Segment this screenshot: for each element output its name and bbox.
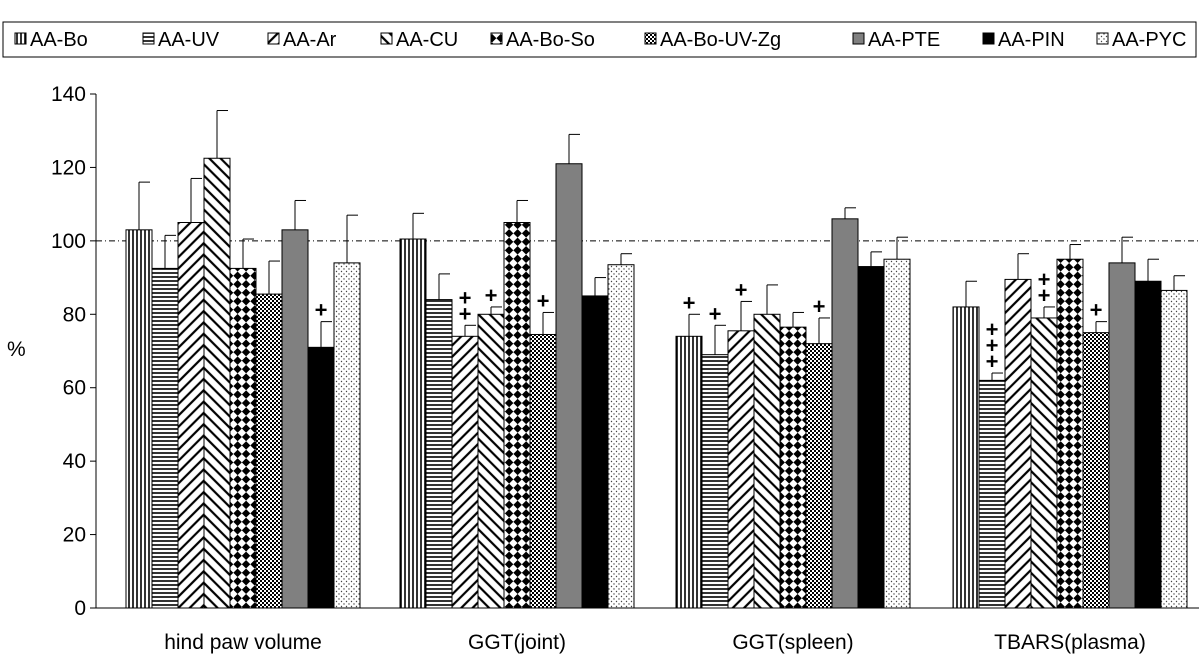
significance-mark: + xyxy=(1038,283,1051,308)
significance-mark: + xyxy=(1038,267,1051,292)
legend-swatch xyxy=(1096,32,1109,45)
significance-mark: + xyxy=(986,333,999,358)
legend-swatch xyxy=(380,32,393,45)
bar xyxy=(451,335,479,609)
y-tick-label: 20 xyxy=(63,524,86,547)
y-tick-label: 80 xyxy=(63,303,86,326)
bar xyxy=(675,335,703,609)
legend-label: AA-Bo xyxy=(30,29,88,51)
significance-mark: + xyxy=(813,294,826,319)
bar xyxy=(177,222,205,609)
legend-swatch xyxy=(982,32,995,45)
bar xyxy=(581,295,609,609)
significance-mark: + xyxy=(986,317,999,342)
bar xyxy=(555,163,583,609)
significance-mark: + xyxy=(537,288,550,313)
legend-label: AA-PYC xyxy=(1112,29,1186,51)
bar xyxy=(1082,332,1110,609)
x-tick-label: hind paw volume xyxy=(164,631,322,654)
significance-mark: + xyxy=(1090,298,1103,323)
bar xyxy=(307,346,335,609)
bar xyxy=(281,229,309,609)
bar xyxy=(125,229,153,609)
bar xyxy=(151,267,179,609)
legend-swatch xyxy=(142,32,155,45)
bar xyxy=(529,333,557,609)
legend-label: AA-CU xyxy=(396,29,458,51)
significance-mark: + xyxy=(735,277,748,302)
bar xyxy=(1004,278,1032,609)
bar xyxy=(805,343,833,609)
legend-label: AA-Ar xyxy=(283,29,337,51)
legend-swatch xyxy=(644,32,657,45)
bar xyxy=(477,313,505,609)
bar xyxy=(255,293,283,609)
legend-swatch xyxy=(14,32,27,45)
y-tick-label: 0 xyxy=(74,597,86,620)
bar xyxy=(727,330,755,609)
y-tick-label: 140 xyxy=(51,83,86,106)
legend-label: AA-UV xyxy=(158,29,220,51)
bar xyxy=(1134,280,1162,609)
significance-mark: + xyxy=(315,298,328,323)
y-tick-label: 40 xyxy=(63,450,86,473)
bar xyxy=(779,326,807,609)
x-tick-label: TBARS(plasma) xyxy=(994,631,1146,654)
legend-swatch xyxy=(267,32,280,45)
bar xyxy=(229,267,257,609)
significance-mark: + xyxy=(986,349,999,374)
bar xyxy=(1056,258,1084,609)
bar xyxy=(753,313,781,609)
bar xyxy=(425,299,453,609)
significance-mark: + xyxy=(709,301,722,326)
legend: AA-Bo AA-UV AA-Ar AA-CU AA-Bo-So AA-Bo-UV-Zg A… xyxy=(2,21,1197,58)
bar xyxy=(399,238,427,609)
x-tick-label: GGT(spleen) xyxy=(732,631,853,654)
significance-mark: + xyxy=(485,283,498,308)
y-tick-label: 120 xyxy=(51,156,86,179)
bar xyxy=(333,262,361,609)
bar xyxy=(978,379,1006,609)
legend-label: AA-PIN xyxy=(998,29,1065,51)
x-tick-label: GGT(joint) xyxy=(468,631,566,654)
bar xyxy=(883,258,911,609)
legend-box xyxy=(2,21,1197,58)
y-axis-label: % xyxy=(7,338,26,361)
legend-label: AA-PTE xyxy=(868,29,940,51)
significance-mark: + xyxy=(683,290,696,315)
bar xyxy=(1160,289,1188,609)
legend-swatch xyxy=(490,32,503,45)
bar xyxy=(1030,317,1058,609)
bar xyxy=(701,354,729,609)
bar xyxy=(857,266,885,609)
y-tick-label: 100 xyxy=(51,230,86,253)
bars: +hind paw volume+++ +GGT(joint)+ +++GGT(sp… xyxy=(125,110,1188,654)
bar xyxy=(831,218,859,609)
y-tick-label: 60 xyxy=(63,377,86,400)
bar xyxy=(607,264,635,609)
bar xyxy=(503,222,531,609)
significance-mark: + xyxy=(459,301,472,326)
significance-mark: + xyxy=(459,285,472,310)
legend-swatch xyxy=(852,32,865,45)
bar xyxy=(952,306,980,609)
bar xyxy=(1108,262,1136,609)
bar xyxy=(203,157,231,609)
legend-label: AA-Bo-UV-Zg xyxy=(660,29,781,51)
legend-label: AA-Bo-So xyxy=(506,29,595,51)
